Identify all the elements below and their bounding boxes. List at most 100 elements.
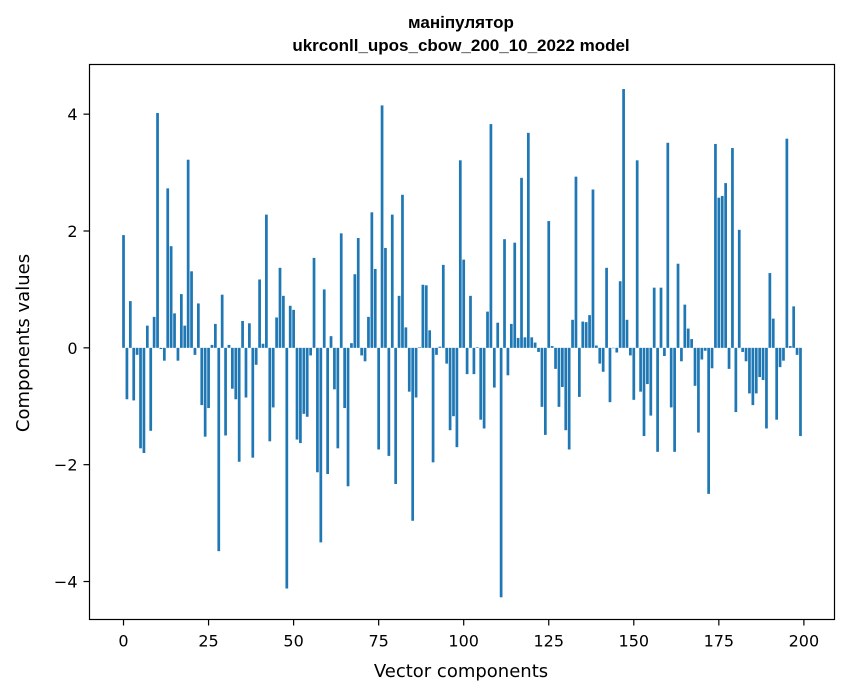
bar-157 [656,347,659,452]
bar-92 [435,347,438,355]
bar-97 [452,347,455,417]
bar-183 [744,347,748,362]
bar-122 [537,347,540,352]
y-tick-label-0: 0 [67,339,77,358]
bar-137 [588,315,591,348]
bar-132 [571,319,574,348]
bar-74 [373,268,377,348]
bar-30 [224,347,227,436]
bar-19 [186,159,190,348]
y-tick-label--2: −2 [54,456,78,475]
y-tick-label-2: 2 [67,222,77,241]
bar-100 [462,259,466,348]
x-tick-label-0: 0 [118,632,128,651]
bar-29 [220,294,224,348]
bar-145 [615,347,619,353]
bar-173 [710,347,714,369]
bar-171 [703,347,707,351]
bar-18 [183,325,187,348]
bar-189 [765,347,768,429]
bar-147 [622,89,625,348]
bar-84 [407,347,411,392]
bar-181 [737,229,741,348]
bar-123 [540,347,544,407]
y-axis: −4 −2 0 2 4 [54,105,90,592]
bar-199 [799,347,802,437]
bar-158 [659,287,663,348]
bar-73 [370,212,374,348]
bar-4 [135,347,139,355]
bar-64 [339,233,343,348]
bar-135 [581,321,585,348]
bar-149 [629,347,632,356]
bar-170 [700,347,704,360]
bar-12 [162,347,166,361]
bar-70 [360,347,364,356]
bar-25 [207,347,210,409]
bar-192 [775,347,779,420]
bar-67 [350,343,353,348]
bar-3 [132,347,136,401]
bar-41 [261,343,265,348]
bar-75 [377,347,381,450]
bar-152 [639,347,642,392]
bar-187 [758,347,762,378]
bar-23 [200,347,204,406]
bar-156 [652,287,656,348]
chart-subtitle: ukrconll_upos_cbow_200_10_2022 model [292,36,629,55]
bar-33 [234,347,238,400]
bar-21 [193,347,197,355]
bar-126 [550,346,554,348]
bar-68 [353,274,357,348]
bar-163 [676,263,680,348]
bar-150 [632,347,636,400]
bar-37 [248,323,251,348]
x-tick-label-25: 25 [198,632,218,651]
bar-182 [741,347,745,352]
bar-79 [390,214,394,348]
bar-85 [411,347,415,521]
bar-176 [720,195,724,348]
bar-169 [697,347,700,433]
bar-110 [496,322,500,348]
x-axis-label: Vector components [374,661,548,682]
bar-103 [472,347,476,375]
bar-43 [268,347,272,442]
bar-165 [683,304,687,348]
bar-46 [278,267,282,348]
x-tick-label-50: 50 [283,632,303,651]
bar-188 [761,347,765,380]
bar-133 [574,176,578,348]
bar-65 [343,347,346,409]
bar-96 [448,347,452,431]
x-axis: 0 25 50 75 100 125 150 175 200 [118,619,820,651]
bar-10 [156,112,159,348]
bar-53 [302,347,306,414]
bar-111 [499,347,503,598]
bar-93 [438,346,442,348]
bar-141 [601,347,605,372]
bar-195 [785,138,789,348]
bar-196 [788,346,792,348]
bar-142 [605,267,608,348]
bar-119 [526,132,530,348]
x-tick-label-175: 175 [704,632,735,651]
bar-7 [145,325,149,348]
bar-139 [595,345,598,348]
bar-38 [251,347,255,458]
bar-63 [336,347,340,449]
bar-186 [754,347,758,394]
bar-124 [543,347,547,435]
bar-44 [271,347,275,408]
bar-194 [782,347,785,361]
bar-191 [771,318,775,348]
bar-121 [533,342,537,348]
bar-82 [401,194,404,348]
x-tick-label-200: 200 [789,632,820,651]
bar-174 [714,143,717,348]
bar-129 [560,347,564,387]
y-axis-label: Components values [13,254,34,432]
bar-42 [265,214,268,348]
bar-98 [455,347,459,448]
